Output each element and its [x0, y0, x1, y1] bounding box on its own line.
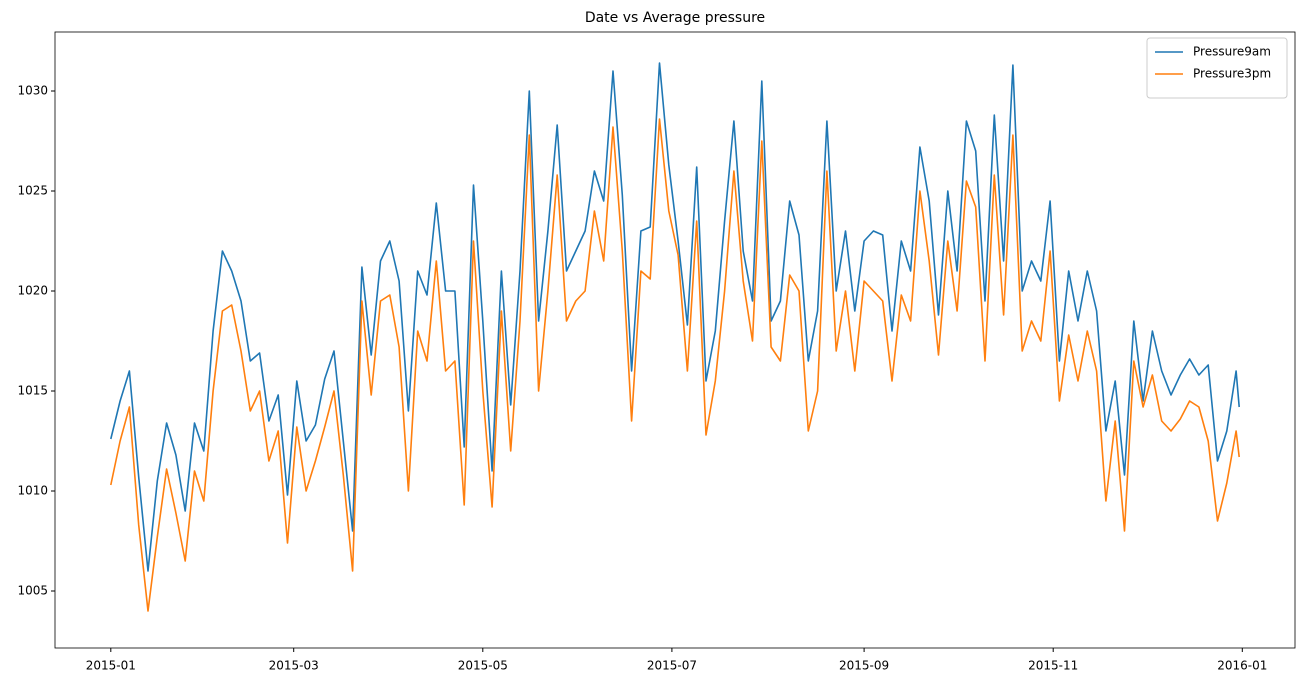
legend-label: Pressure3pm	[1193, 67, 1271, 81]
y-tick-label: 1005	[17, 584, 48, 598]
y-tick-label: 1030	[17, 84, 48, 98]
x-tick-label: 2015-01	[86, 659, 136, 673]
x-tick-label: 2015-07	[647, 659, 697, 673]
line-series	[110, 118, 1240, 612]
legend-box	[1146, 37, 1288, 99]
x-tick-label: 2016-01	[1217, 659, 1267, 673]
y-tick-label: 1015	[17, 384, 48, 398]
y-tick-label: 1010	[17, 484, 48, 498]
y-tick-label: 1020	[17, 284, 48, 298]
x-tick-label: 2015-09	[839, 659, 889, 673]
axes-frame	[54, 31, 1296, 649]
line-series	[110, 62, 1240, 572]
x-tick-label: 2015-03	[269, 659, 319, 673]
chart-title: Date vs Average pressure	[585, 10, 765, 26]
x-tick-label: 2015-05	[458, 659, 508, 673]
x-tick-label: 2015-11	[1028, 659, 1078, 673]
y-tick-label: 1025	[17, 184, 48, 198]
legend-label: Pressure9am	[1193, 45, 1271, 59]
legend: Pressure9am Pressure3pm	[1146, 37, 1288, 99]
